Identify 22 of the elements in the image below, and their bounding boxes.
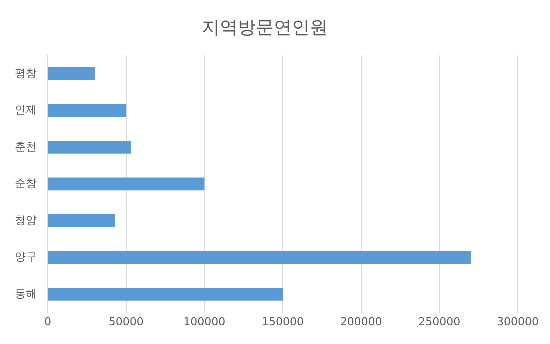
bar: [48, 141, 132, 154]
bar: [48, 214, 116, 228]
x-tick-label: 50000: [108, 315, 144, 328]
x-tick-label: 250000: [418, 315, 461, 328]
bar: [48, 178, 205, 191]
x-tick-label: 150000: [262, 315, 304, 328]
x-tick-label: 0: [44, 315, 52, 328]
bar: [48, 288, 283, 301]
y-tick-label: 인제: [15, 104, 37, 117]
chart-title: 지역방문연인원: [202, 17, 328, 38]
x-tick-label: 200000: [340, 315, 382, 328]
y-tick-label: 동해: [15, 287, 37, 300]
y-tick-label: 평창: [15, 66, 37, 80]
x-tick-label: 300000: [497, 315, 539, 328]
y-tick-label: 순창: [15, 177, 37, 190]
y-tick-label: 춘천: [15, 140, 37, 154]
bar: [48, 251, 471, 264]
x-tick-label: 100000: [184, 315, 226, 328]
bar: [48, 68, 95, 80]
y-tick-label: 양구: [15, 250, 37, 264]
bar: [48, 104, 126, 118]
y-tick-label: 청양: [15, 214, 37, 227]
